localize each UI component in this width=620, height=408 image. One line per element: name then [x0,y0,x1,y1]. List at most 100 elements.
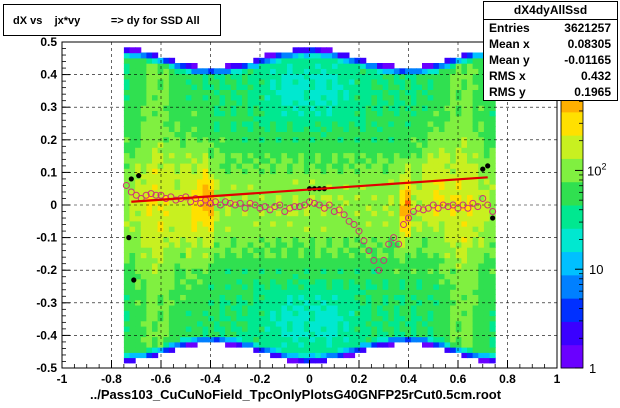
heatmap-cell [438,262,446,269]
heatmap-cell [247,84,254,90]
heatmap-cell [225,341,232,348]
heatmap-cell [461,141,468,148]
heatmap-cell [270,310,277,317]
heatmap-cell [388,294,395,301]
heatmap-cell [332,294,339,301]
heatmap-cell [438,99,446,106]
heatmap-cell [146,320,153,327]
heatmap-cell [422,189,429,196]
heatmap-cell [433,173,440,180]
heatmap-cell [371,63,378,69]
heatmap-cell [315,336,322,343]
heatmap-cell [298,162,305,169]
heatmap-cell [180,341,187,348]
heatmap-cell [270,215,277,222]
heatmap-cell [332,304,339,311]
heatmap-cell [197,105,204,111]
heatmap-cell [377,131,384,138]
heatmap-cell [450,78,457,85]
heatmap-cell [343,252,350,259]
heatmap-cell [208,299,215,306]
heatmap-cell [455,278,462,285]
heatmap-cell [360,210,367,217]
heatmap-cell [472,347,479,353]
heatmap-cell [135,273,142,280]
heatmap-cell [174,157,181,164]
heatmap-cell [242,73,249,80]
heatmap-cell [433,310,440,317]
heatmap-cell [478,194,485,201]
heatmap-cell [467,173,474,180]
heatmap-cell [140,320,147,327]
heatmap-cell [236,194,243,201]
heatmap-cell [197,220,204,227]
heatmap-cell [444,168,451,175]
heatmap-cell [270,84,277,90]
heatmap-cell [433,63,440,69]
heatmap-cell [146,262,153,269]
heatmap-cell [275,347,282,353]
heatmap-cell [399,178,406,185]
heatmap-cell [292,252,299,259]
heatmap-cell [135,289,142,295]
heatmap-cell [315,341,322,348]
heatmap-cell [444,89,451,96]
heatmap-cell [427,289,434,295]
heatmap-cell [168,173,176,180]
heatmap-cell [410,236,417,243]
heatmap-cell [388,273,395,280]
heatmap-cell [472,68,479,75]
heatmap-cell [410,131,417,138]
heatmap-cell [422,184,429,190]
heatmap-cell [135,152,142,159]
heatmap-cell [247,325,254,332]
heatmap-cell [225,315,232,322]
heatmap-cell [320,252,327,259]
heatmap-cell [377,278,384,285]
heatmap-cell [427,84,434,90]
heatmap-cell [242,120,249,127]
heatmap-cell [191,336,198,343]
heatmap-cell [348,347,356,353]
heatmap-cell [129,105,136,111]
heatmap-cell [135,89,142,96]
heatmap-cell [467,194,474,201]
heatmap-cell [455,173,462,180]
heatmap-cell [332,157,339,164]
heatmap-cell [377,189,384,196]
heatmap-cell [399,126,406,132]
heatmap-cell [219,173,226,180]
heatmap-cell [427,220,434,227]
heatmap-cell [191,173,198,180]
heatmap-cell [146,341,153,348]
heatmap-cell [371,210,378,217]
heatmap-cell [287,352,294,359]
histogram-title: dX vs jx*vy => dy for SSD All [13,15,200,27]
heatmap-cell [410,78,417,85]
heatmap-cell [393,289,401,295]
heatmap-cell [135,147,142,154]
heatmap-cell [163,68,170,75]
heatmap-cell [393,304,401,311]
heatmap-cell [281,257,288,264]
heatmap-cell [247,110,254,117]
heatmap-cell [422,331,429,338]
heatmap-cell [303,99,311,106]
heatmap-cell [258,247,266,253]
heatmap-cell [320,63,327,69]
heatmap-cell [354,320,361,327]
heatmap-cell [242,210,249,217]
heatmap-cell [410,215,417,222]
heatmap-cell [242,320,249,327]
heatmap-cell [242,215,249,222]
heatmap-cell [467,162,474,169]
heatmap-cell [292,247,299,253]
heatmap-cell [444,84,451,90]
heatmap-cell [365,189,372,196]
heatmap-cell [472,168,479,175]
heatmap-cell [191,189,198,196]
heatmap-cell [433,304,440,311]
heatmap-cell [382,205,389,211]
heatmap-cell [135,352,142,359]
heatmap-cell [377,194,384,201]
